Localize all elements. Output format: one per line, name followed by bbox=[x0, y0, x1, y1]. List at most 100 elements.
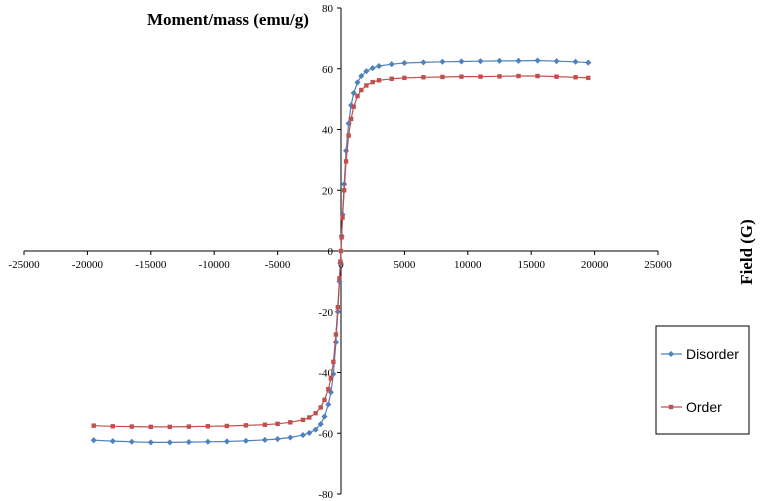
data-point-order bbox=[335, 304, 341, 310]
y-tick-label: 40 bbox=[322, 125, 334, 137]
data-point-disorder bbox=[332, 338, 340, 346]
x-tick-label: 10000 bbox=[454, 259, 482, 271]
data-point-order bbox=[364, 83, 369, 88]
data-point-disorder bbox=[477, 58, 484, 65]
data-point-disorder bbox=[553, 58, 560, 65]
data-point-order bbox=[535, 73, 540, 79]
y-tick-label: -60 bbox=[318, 428, 333, 440]
data-point-order bbox=[389, 76, 394, 81]
data-point-order bbox=[338, 259, 343, 264]
legend-label-order: Order bbox=[686, 399, 722, 415]
data-point-disorder bbox=[287, 434, 294, 441]
data-point-disorder bbox=[321, 413, 328, 420]
data-point-order bbox=[167, 424, 173, 430]
series-layer bbox=[90, 57, 592, 446]
data-point-order bbox=[370, 79, 375, 85]
y-tick-label: 60 bbox=[322, 64, 334, 76]
data-point-order bbox=[328, 376, 334, 381]
data-point-order bbox=[402, 75, 407, 81]
data-point-order bbox=[339, 235, 344, 240]
data-point-order bbox=[554, 74, 559, 79]
data-point-order bbox=[338, 248, 344, 254]
x-tick-label: -20000 bbox=[72, 259, 104, 271]
data-point-order bbox=[110, 424, 115, 429]
data-point-disorder bbox=[166, 439, 173, 446]
data-point-disorder bbox=[342, 147, 350, 154]
data-point-disorder bbox=[363, 68, 370, 75]
series-order bbox=[91, 73, 591, 430]
data-point-disorder bbox=[147, 439, 154, 446]
data-point-order bbox=[288, 420, 293, 425]
data-point-disorder bbox=[325, 401, 332, 408]
data-point-disorder bbox=[585, 59, 592, 66]
data-point-order bbox=[333, 332, 339, 337]
data-point-disorder bbox=[204, 438, 212, 445]
data-point-order bbox=[497, 74, 502, 79]
x-tick-label: -15000 bbox=[135, 259, 167, 271]
x-tick-label: -10000 bbox=[199, 259, 231, 271]
data-point-disorder bbox=[185, 438, 192, 446]
data-point-order bbox=[318, 405, 323, 410]
y-tick-label: -20 bbox=[318, 307, 333, 319]
data-point-disorder bbox=[534, 57, 541, 64]
x-tick-label: 20000 bbox=[581, 259, 609, 271]
data-point-order bbox=[186, 424, 192, 429]
legend-marker-disorder bbox=[667, 350, 675, 358]
data-point-order bbox=[148, 424, 153, 430]
data-point-disorder bbox=[350, 89, 357, 97]
legend-items: Disorder Order bbox=[661, 346, 739, 415]
data-point-disorder bbox=[420, 59, 427, 66]
data-point-disorder bbox=[369, 64, 376, 72]
data-point-order bbox=[326, 387, 331, 392]
legend-marker-order bbox=[668, 404, 674, 410]
legend: Disorder Order bbox=[655, 325, 750, 435]
data-point-disorder bbox=[274, 435, 281, 443]
data-point-order bbox=[243, 423, 249, 428]
legend-item-disorder: Disorder bbox=[661, 346, 739, 362]
data-point-order bbox=[440, 74, 445, 80]
data-point-disorder bbox=[128, 438, 135, 445]
legend-label-disorder: Disorder bbox=[686, 346, 739, 362]
data-point-order bbox=[275, 421, 280, 427]
data-point-order bbox=[586, 75, 591, 81]
data-point-order bbox=[224, 423, 230, 429]
data-point-order bbox=[359, 87, 364, 93]
data-point-disorder bbox=[358, 72, 365, 80]
x-tick-label: 25000 bbox=[644, 259, 672, 271]
data-point-disorder bbox=[401, 59, 408, 67]
data-point-disorder bbox=[261, 436, 269, 444]
data-point-order bbox=[340, 215, 345, 220]
data-point-order bbox=[341, 188, 347, 193]
y-tick-label: 80 bbox=[322, 3, 334, 15]
data-point-disorder bbox=[496, 57, 503, 65]
data-point-disorder bbox=[375, 62, 383, 70]
x-tick-label: 5000 bbox=[393, 259, 416, 271]
y-tick-label: 0 bbox=[328, 246, 334, 258]
data-point-disorder bbox=[299, 431, 307, 439]
data-point-order bbox=[459, 74, 464, 79]
data-point-order bbox=[348, 116, 354, 122]
x-tick-label: -5000 bbox=[265, 259, 291, 271]
x-tick-label: -25000 bbox=[8, 259, 40, 271]
y-tick-label: 20 bbox=[322, 185, 334, 197]
legend-item-order: Order bbox=[661, 399, 722, 415]
data-point-order bbox=[322, 397, 327, 403]
data-point-disorder bbox=[458, 58, 465, 65]
x-axis-label: Field (G) bbox=[737, 219, 756, 285]
data-point-disorder bbox=[306, 429, 313, 437]
data-point-disorder bbox=[109, 437, 116, 445]
legend-box bbox=[655, 325, 750, 435]
x-tick-label: 15000 bbox=[517, 259, 545, 271]
data-point-order bbox=[91, 423, 96, 428]
data-point-order bbox=[129, 424, 134, 429]
data-point-order bbox=[307, 415, 312, 420]
data-point-disorder bbox=[312, 426, 319, 433]
data-point-order bbox=[205, 424, 211, 429]
data-point-order bbox=[516, 73, 521, 79]
data-point-disorder bbox=[572, 58, 579, 65]
data-point-order bbox=[573, 75, 578, 80]
data-point-order bbox=[376, 78, 382, 83]
data-point-order bbox=[355, 93, 360, 99]
